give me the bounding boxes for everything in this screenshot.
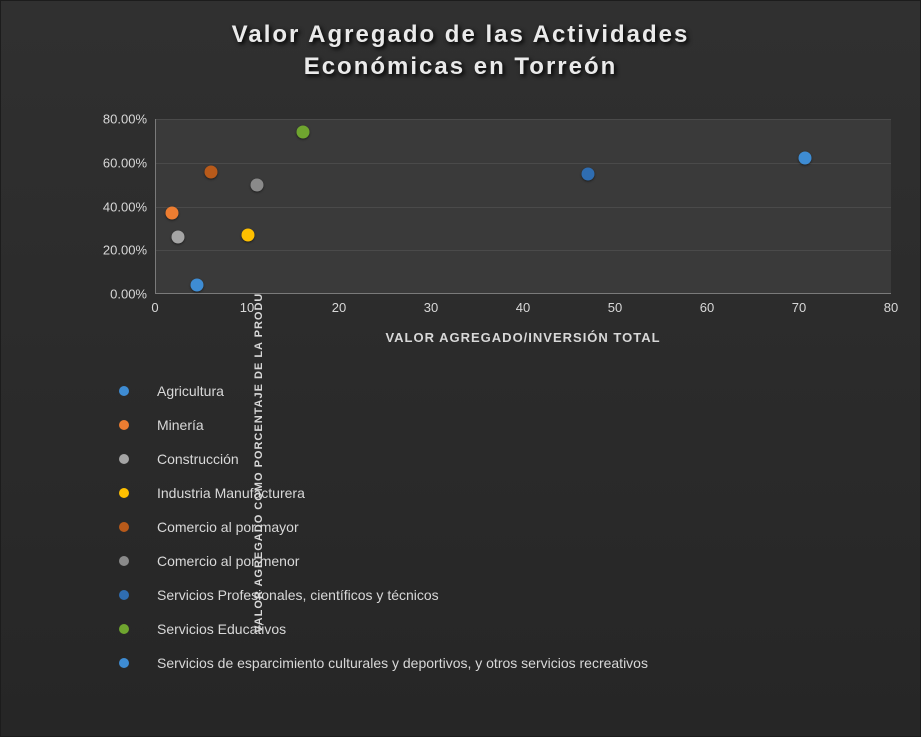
chart-title: Valor Agregado de las Actividades Económ… (1, 19, 920, 84)
legend-item: Construcción (119, 451, 648, 467)
gridline (156, 163, 891, 164)
legend-label: Servicios Educativos (157, 621, 286, 637)
data-point (191, 279, 204, 292)
gridline (156, 119, 891, 120)
data-point (798, 152, 811, 165)
data-point (242, 228, 255, 241)
legend-label: Comercio al por menor (157, 553, 299, 569)
legend-item: Servicios Profesionales, científicos y t… (119, 587, 648, 603)
legend-marker-icon (119, 658, 129, 668)
legend-marker-icon (119, 420, 129, 430)
x-tick-label: 80 (884, 300, 898, 315)
legend-marker-icon (119, 454, 129, 464)
gridline (156, 207, 891, 208)
y-tick-label: 40.00% (83, 199, 147, 214)
gridline (156, 250, 891, 251)
legend-label: Construcción (157, 451, 239, 467)
legend-item: Servicios Educativos (119, 621, 648, 637)
x-tick-label: 60 (700, 300, 714, 315)
legend-item: Agricultura (119, 383, 648, 399)
legend-marker-icon (119, 590, 129, 600)
data-point (297, 126, 310, 139)
x-tick-label: 70 (792, 300, 806, 315)
legend-marker-icon (119, 624, 129, 634)
legend-label: Industria Manufacturera (157, 485, 305, 501)
legend-marker-icon (119, 488, 129, 498)
x-tick-label: 40 (516, 300, 530, 315)
x-tick-label: 50 (608, 300, 622, 315)
chart-title-line2: Económicas en Torreón (304, 53, 618, 80)
x-axis-label: VALOR AGREGADO/INVERSIÓN TOTAL (155, 330, 891, 345)
data-point (251, 178, 264, 191)
legend-item: Comercio al por menor (119, 553, 648, 569)
legend-marker-icon (119, 556, 129, 566)
legend-label: Comercio al por mayor (157, 519, 299, 535)
chart-title-line1: Valor Agregado de las Actividades (232, 21, 690, 48)
data-point (165, 207, 178, 220)
legend-marker-icon (119, 522, 129, 532)
legend-item: Minería (119, 417, 648, 433)
legend-label: Servicios Profesionales, científicos y t… (157, 587, 439, 603)
legend: Agricultura Minería Construcción Industria … (119, 383, 648, 689)
chart-frame: Valor Agregado de las Actividades Económ… (0, 0, 921, 737)
y-tick-label: 20.00% (83, 243, 147, 258)
legend-marker-icon (119, 386, 129, 396)
legend-label: Minería (157, 417, 204, 433)
x-tick-label: 20 (332, 300, 346, 315)
legend-item: Comercio al por mayor (119, 519, 648, 535)
y-axis-label: VALOR AGREGADO COMO PORCENTAJE DE LA PRO… (23, 391, 49, 403)
x-tick-label: 0 (151, 300, 158, 315)
plot-area (155, 119, 891, 294)
y-tick-label: 0.00% (83, 287, 147, 302)
legend-label: Servicios de esparcimiento culturales y … (157, 655, 648, 671)
y-tick-label: 80.00% (83, 112, 147, 127)
x-tick-label: 10 (240, 300, 254, 315)
y-tick-label: 60.00% (83, 155, 147, 170)
legend-item: Industria Manufacturera (119, 485, 648, 501)
data-point (172, 231, 185, 244)
legend-label: Agricultura (157, 383, 224, 399)
x-tick-label: 30 (424, 300, 438, 315)
data-point (582, 167, 595, 180)
data-point (205, 165, 218, 178)
legend-item: Servicios de esparcimiento culturales y … (119, 655, 648, 671)
